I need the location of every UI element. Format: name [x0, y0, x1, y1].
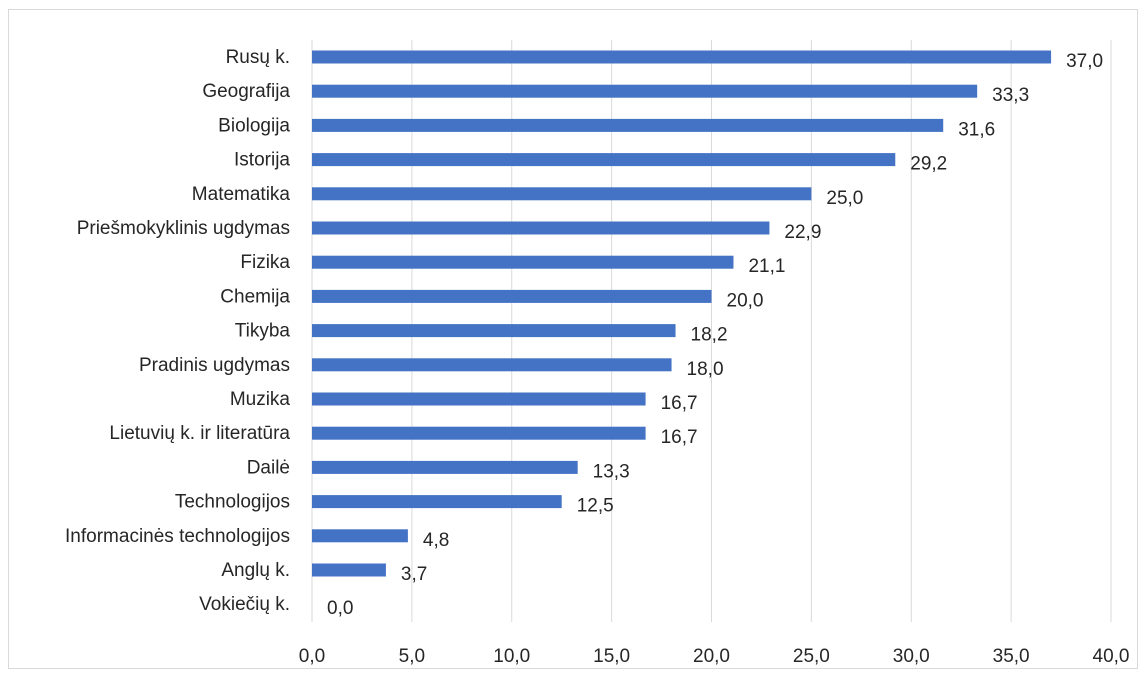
bar: [312, 187, 812, 201]
data-label: 16,7: [661, 393, 698, 414]
x-tick-labels: 0,0 5,0 10,0 15,0 20,0 25,0 30,0 35,0 40,0: [299, 646, 1130, 667]
x-tick-label: 0,0: [299, 646, 325, 667]
category-label: Chemija: [220, 286, 290, 307]
x-tick-label: 5,0: [399, 646, 425, 667]
x-tick-label: 35,0: [993, 646, 1030, 667]
category-label: Fizika: [240, 252, 290, 273]
data-label: 16,7: [661, 427, 698, 448]
bar: [312, 118, 944, 132]
bar: [312, 153, 896, 167]
data-label: 37,0: [1066, 51, 1103, 72]
bars: [312, 50, 1052, 577]
data-label: 18,2: [691, 325, 728, 346]
category-label: Technologijos: [175, 492, 290, 513]
bar: [312, 358, 672, 372]
bar: [312, 255, 734, 269]
x-tick-label: 40,0: [1093, 646, 1130, 667]
category-label: Informacinės technologijos: [65, 526, 290, 547]
category-labels: Rusų k. Geografija Biologija Istorija Matema…: [65, 47, 290, 615]
category-label: Geografija: [202, 81, 290, 102]
bar: [312, 426, 646, 440]
data-label: 33,3: [992, 85, 1029, 106]
bar: [312, 289, 712, 303]
data-label: 4,8: [423, 530, 449, 551]
bar: [312, 84, 978, 98]
category-label: Istorija: [234, 150, 290, 171]
category-label: Dailė: [247, 457, 290, 478]
category-label: Matematika: [192, 184, 291, 205]
gridlines: [311, 40, 1112, 622]
category-label: Lietuvių k. ir literatūra: [109, 423, 290, 444]
data-label: 12,5: [577, 496, 614, 517]
data-label: 25,0: [826, 188, 863, 209]
data-label: 13,3: [593, 461, 630, 482]
category-label: Tikyba: [235, 321, 291, 342]
data-label: 20,0: [727, 290, 764, 311]
bar: [312, 529, 408, 543]
value-labels: 37,0 33,3 31,6 29,2 25,022,9 21,1 20,0 18,2 18,0…: [327, 51, 1103, 619]
data-label: 29,2: [910, 154, 947, 175]
bar: [312, 221, 770, 235]
category-label: Biologija: [218, 115, 290, 136]
x-tick-label: 25,0: [793, 646, 830, 667]
x-tick-label: 10,0: [493, 646, 530, 667]
category-label: Pradinis ugdymas: [139, 355, 290, 376]
category-label: Rusų k.: [226, 47, 290, 68]
category-label: Muzika: [230, 389, 291, 410]
bar: [312, 495, 562, 509]
data-label: 18,0: [687, 359, 724, 380]
bar: [312, 563, 386, 577]
data-label: 21,1: [748, 256, 785, 277]
bar: [312, 392, 646, 406]
x-tick-label: 20,0: [693, 646, 730, 667]
data-label: 0,0: [327, 598, 353, 619]
data-label: 31,6: [958, 119, 995, 140]
x-tick-label: 30,0: [893, 646, 930, 667]
bar: [312, 324, 676, 338]
category-label: Priešmokyklinis ugdymas: [77, 218, 290, 239]
bar: [312, 50, 1052, 64]
category-label: Anglų k.: [221, 560, 290, 581]
bar: [312, 460, 578, 474]
data-label: 22,9: [784, 222, 821, 243]
data-label: 3,7: [401, 564, 427, 585]
x-tick-label: 15,0: [593, 646, 630, 667]
category-label: Vokiečių k.: [199, 594, 290, 615]
